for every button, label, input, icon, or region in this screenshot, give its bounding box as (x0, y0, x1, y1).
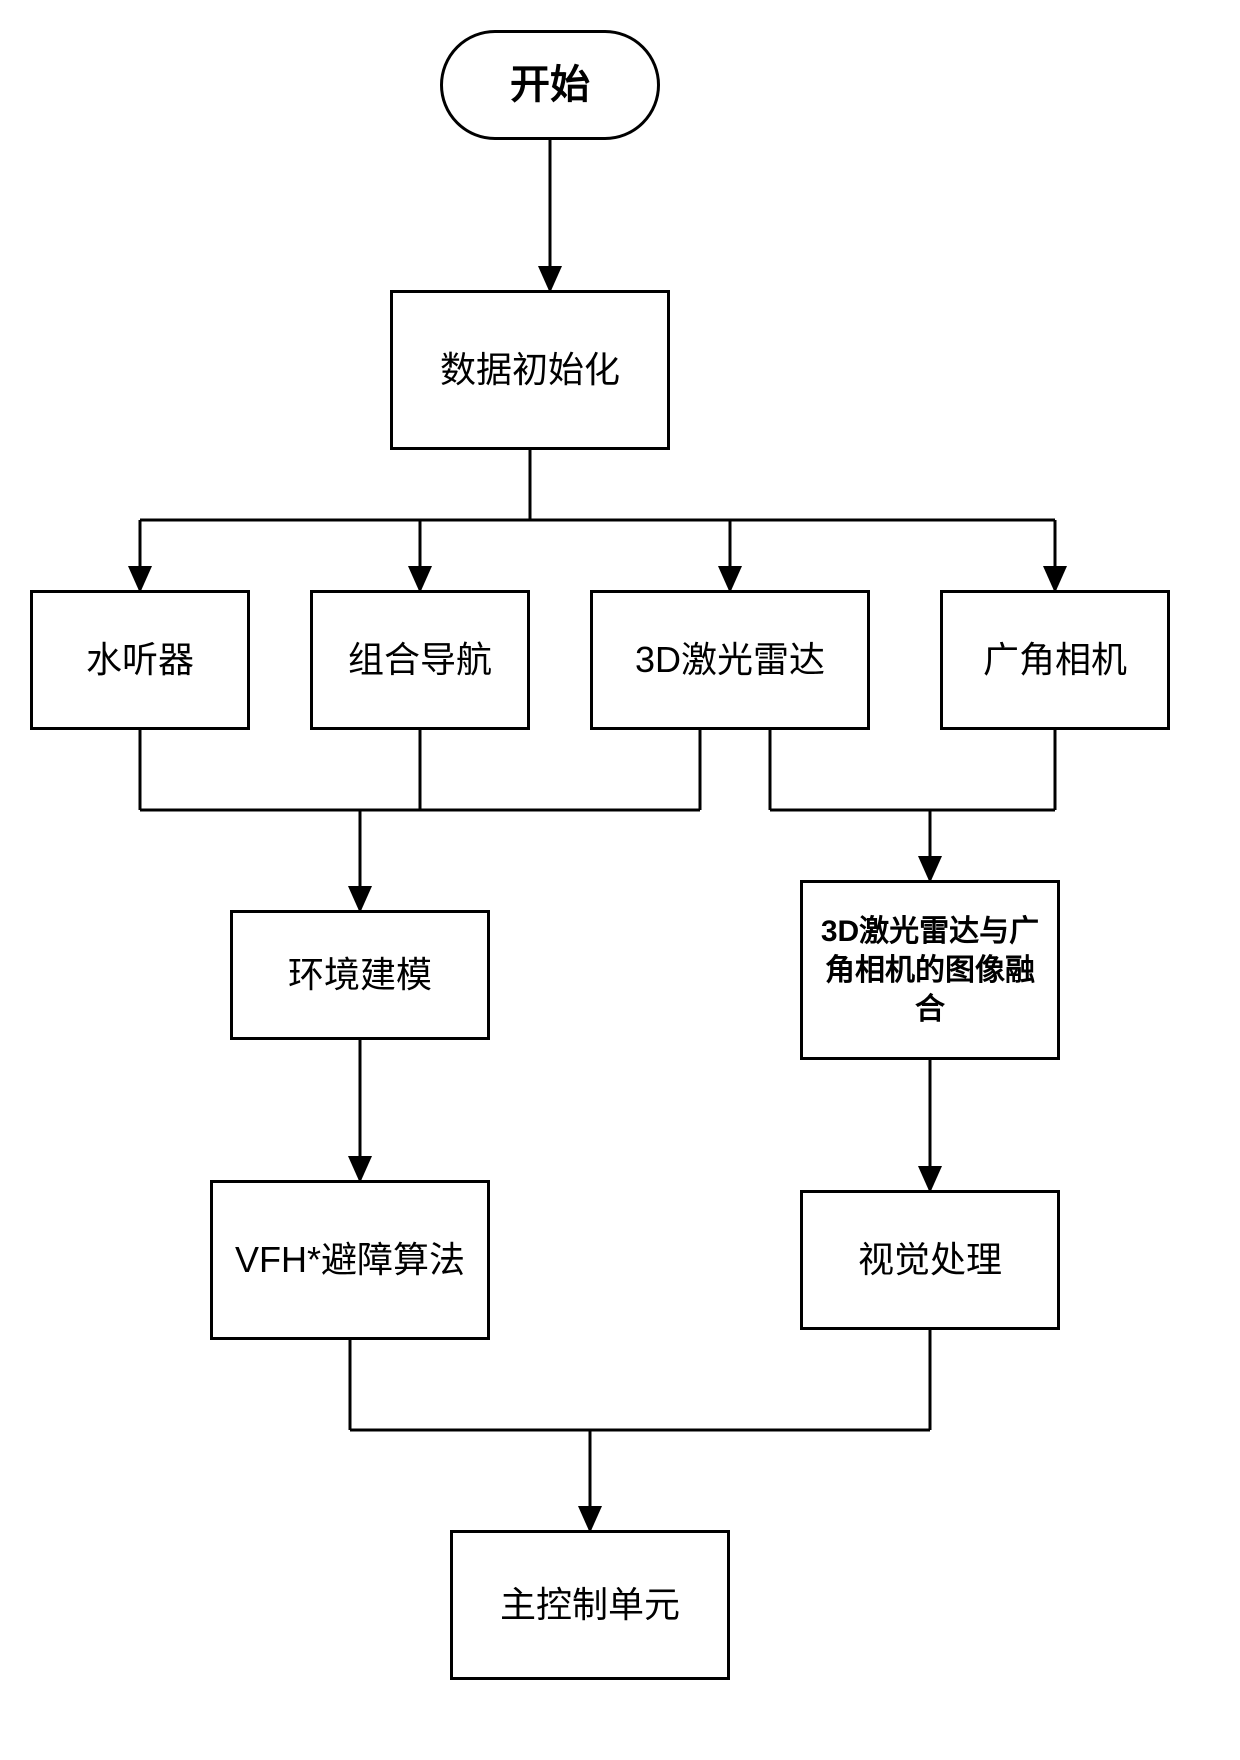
node-init-label: 数据初始化 (440, 347, 620, 394)
node-mcu-label: 主控制单元 (500, 1582, 680, 1629)
node-start: 开始 (440, 30, 660, 140)
node-camera-label: 广角相机 (983, 637, 1127, 684)
node-vision-label: 视觉处理 (858, 1237, 1002, 1284)
node-vfh: VFH*避障算法 (210, 1180, 490, 1340)
node-nav: 组合导航 (310, 590, 530, 730)
node-mcu: 主控制单元 (450, 1530, 730, 1680)
node-fusion-label: 3D激光雷达与广角相机的图像融合 (811, 912, 1049, 1029)
flowchart-canvas: 开始 数据初始化 水听器 组合导航 3D激光雷达 广角相机 环境建模 3D激光雷… (0, 0, 1240, 1760)
node-nav-label: 组合导航 (348, 637, 492, 684)
node-hydrophone: 水听器 (30, 590, 250, 730)
node-vfh-label: VFH*避障算法 (235, 1237, 465, 1284)
node-lidar: 3D激光雷达 (590, 590, 870, 730)
node-envmodel-label: 环境建模 (288, 952, 432, 999)
node-init: 数据初始化 (390, 290, 670, 450)
node-envmodel: 环境建模 (230, 910, 490, 1040)
node-vision: 视觉处理 (800, 1190, 1060, 1330)
node-lidar-label: 3D激光雷达 (635, 637, 825, 684)
node-hydrophone-label: 水听器 (86, 637, 194, 684)
node-camera: 广角相机 (940, 590, 1170, 730)
node-fusion: 3D激光雷达与广角相机的图像融合 (800, 880, 1060, 1060)
node-start-label: 开始 (510, 59, 590, 111)
